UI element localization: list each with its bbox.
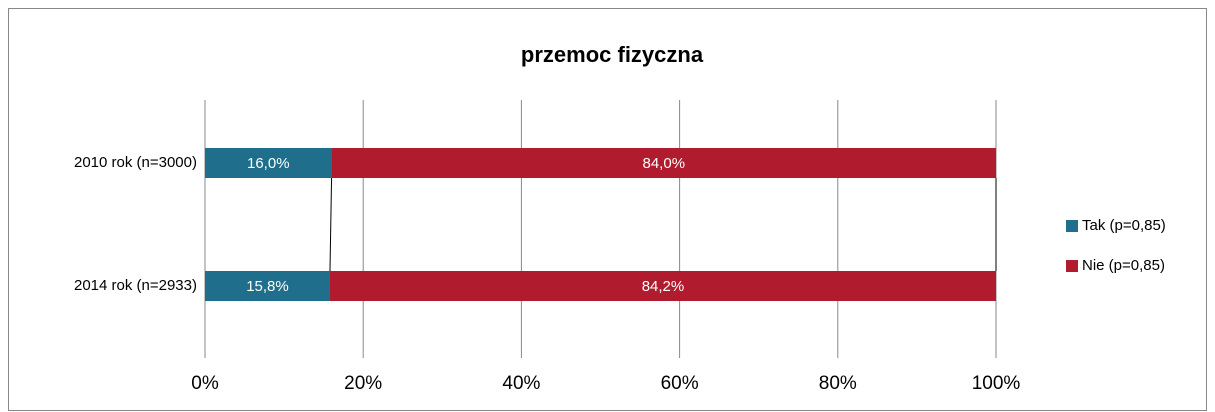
- y-tick-label: 2014 rok (n=2933): [74, 277, 197, 294]
- data-label: 16,0%: [247, 155, 290, 172]
- series-line: [329, 177, 333, 272]
- data-label: 84,0%: [643, 155, 686, 172]
- legend-label: Tak (p=0,85): [1082, 217, 1166, 234]
- x-tick-label: 80%: [819, 373, 857, 394]
- chart-frame: [8, 8, 1207, 411]
- data-label: 84,2%: [642, 278, 685, 295]
- bar: [329, 271, 996, 301]
- x-tick-label: 40%: [502, 373, 540, 394]
- x-tick-label: 0%: [191, 373, 219, 394]
- x-tick-label: 60%: [661, 373, 699, 394]
- bar: [331, 148, 996, 178]
- legend-swatch: [1066, 220, 1078, 232]
- y-tick-label: 2010 rok (n=3000): [74, 154, 197, 171]
- chart-title: przemoc fizyczna: [521, 42, 704, 67]
- x-tick-label: 20%: [344, 373, 382, 394]
- data-label: 15,8%: [246, 278, 289, 295]
- x-tick-label: 100%: [972, 373, 1021, 394]
- bar: [205, 271, 330, 301]
- legend-swatch: [1066, 260, 1078, 272]
- bar: [205, 148, 332, 178]
- legend-label: Nie (p=0,85): [1082, 257, 1165, 274]
